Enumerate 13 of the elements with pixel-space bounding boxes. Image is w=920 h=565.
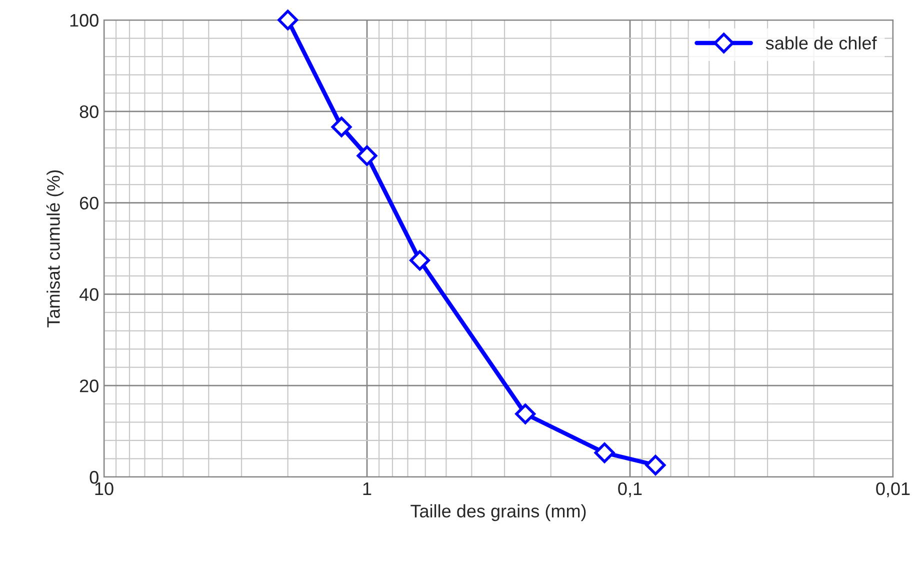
x-tick-label: 0,1 [618,482,642,498]
y-tick-label: 40 [79,288,98,301]
y-axis-title: Tamisat cumulé (%) [46,170,64,328]
y-tick-label: 20 [80,380,98,392]
y-tick-label: 0 [90,470,98,484]
x-tick-label: 10 [95,482,114,496]
x-tick-label: 0,01 [876,482,910,498]
y-tick-label: 60 [80,196,98,210]
y-tick-label: 80 [80,105,98,118]
x-tick-label: 1 [363,482,372,495]
x-axis-title: Taille des grains (mm) [410,504,586,522]
y-tick-label: 100 [70,14,98,27]
legend-label: sable de chlef [766,36,877,50]
